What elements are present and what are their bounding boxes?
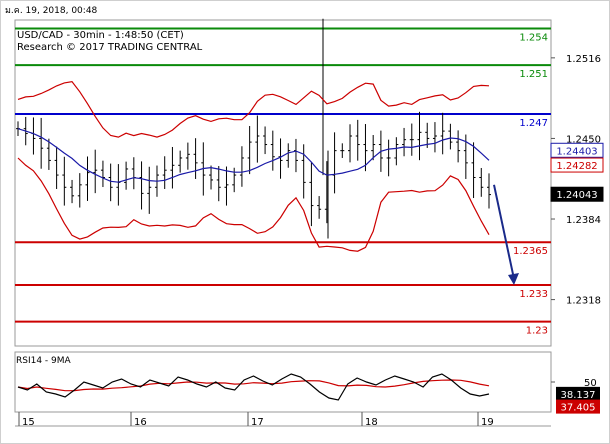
x-tick-label: 18 xyxy=(365,417,378,428)
price-badge-bollinger xyxy=(550,157,604,173)
level-label-support: 1.233 xyxy=(519,289,548,300)
forecast-arrow-shaft xyxy=(493,184,515,280)
bollinger-upper-line xyxy=(17,80,490,138)
level-label-resistance: 1.254 xyxy=(519,33,548,44)
rsi-line xyxy=(17,373,490,401)
y-tick-label: 1.2516 xyxy=(566,54,601,65)
level-label-support: 1.23 xyxy=(526,326,548,337)
rsi-badge-label-rsi-ma: 37.405 xyxy=(561,403,596,414)
rsi-badge-rsi-ma xyxy=(556,399,600,414)
y-tick-label: 1.2384 xyxy=(566,215,601,226)
level-label-support: 1.2365 xyxy=(513,246,548,257)
x-tick-label: 17 xyxy=(251,417,264,428)
bollinger-lower-line xyxy=(17,157,490,252)
price-badge-label-last-price: 1.24043 xyxy=(556,190,597,201)
x-tick-label: 19 xyxy=(481,417,494,428)
price-badge-label-moving-average: 1.24403 xyxy=(556,146,597,157)
price-badge-moving-average xyxy=(550,142,604,158)
chart-symbol-title: USD/CAD - 30min - 1:48:50 (CET) xyxy=(17,30,184,41)
price-plot-frame xyxy=(14,19,552,347)
price-badge-label-bollinger: 1.24282 xyxy=(556,161,597,172)
level-label-resistance: 1.251 xyxy=(519,69,548,80)
level-label-pivot: 1.247 xyxy=(519,118,548,129)
rsi-ma-line xyxy=(17,379,490,392)
price-badge-last-price xyxy=(550,186,604,202)
moving-average-line xyxy=(17,128,490,183)
timestamp: ม.ค. 19, 2018, 00:48 xyxy=(5,6,98,16)
rsi-badge-label-rsi: 38.137 xyxy=(561,390,596,401)
x-tick-label: 15 xyxy=(22,417,35,428)
y-tick-label: 1.2318 xyxy=(566,296,601,307)
research-credit: Research © 2017 TRADING CENTRAL xyxy=(17,42,203,53)
x-tick-label: 16 xyxy=(134,417,147,428)
rsi-badge-rsi xyxy=(556,386,600,401)
y-tick-label: 1.2450 xyxy=(566,134,601,145)
rsi-panel-title: RSI14 - 9MA xyxy=(16,356,71,366)
forecast-arrow-head xyxy=(508,272,519,285)
rsi-tick-label: 50 xyxy=(584,378,597,389)
